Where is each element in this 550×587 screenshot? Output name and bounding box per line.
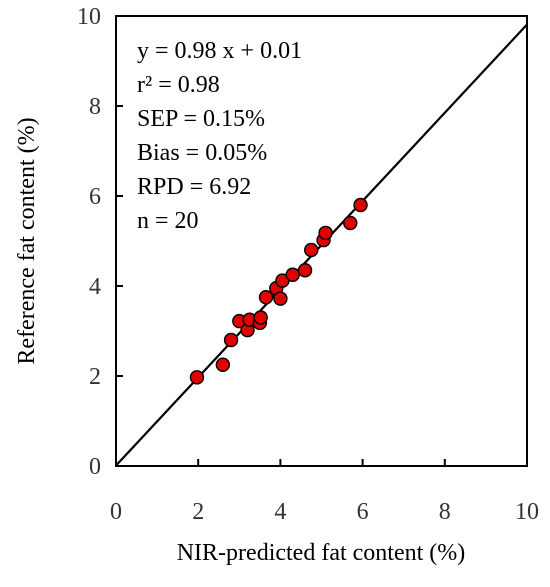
y-tick-label: 2 (89, 364, 101, 390)
data-point (223, 332, 239, 348)
y-tick-label: 10 (77, 4, 101, 30)
data-point (258, 290, 274, 305)
stat-line: SEP = 0.15% (137, 106, 265, 132)
plot-frame (115, 15, 528, 467)
y-axis-title: Reference fat content (%) (14, 117, 40, 364)
data-point (273, 291, 288, 306)
stat-line: RPD = 6.92 (137, 174, 251, 200)
data-point (297, 263, 313, 278)
y-tick-label: 0 (89, 454, 101, 480)
data-point (343, 215, 358, 231)
y-tick-label: 8 (89, 94, 101, 120)
stat-line: r² = 0.98 (137, 72, 220, 98)
x-tick-label: 6 (357, 499, 369, 525)
x-axis-title: NIR-predicted fat content (%) (177, 540, 466, 566)
data-point (253, 310, 268, 325)
stat-line: Bias = 0.05% (137, 140, 267, 166)
data-point (353, 197, 368, 213)
data-point (189, 370, 205, 385)
x-tick-label: 2 (192, 499, 204, 525)
tick-labels: 0 2 4 6 8 10 0 2 4 6 8 10 (77, 4, 539, 525)
stat-line: n = 20 (137, 208, 199, 234)
data-point (318, 225, 333, 241)
data-point (215, 357, 231, 372)
x-tick-label: 0 (110, 499, 122, 525)
x-tick-label: 10 (515, 499, 539, 525)
y-tick-label: 4 (89, 274, 101, 300)
y-tick-label: 6 (89, 184, 101, 210)
stat-line: y = 0.98 x + 0.01 (137, 38, 302, 64)
data-point (285, 267, 300, 282)
data-point (304, 242, 319, 258)
x-tick-label: 4 (274, 499, 286, 525)
statistics-annotation: y = 0.98 x + 0.01 r² = 0.98 SEP = 0.15% Bia… (137, 38, 302, 234)
x-tick-label: 8 (439, 499, 451, 525)
data-points (189, 197, 368, 385)
